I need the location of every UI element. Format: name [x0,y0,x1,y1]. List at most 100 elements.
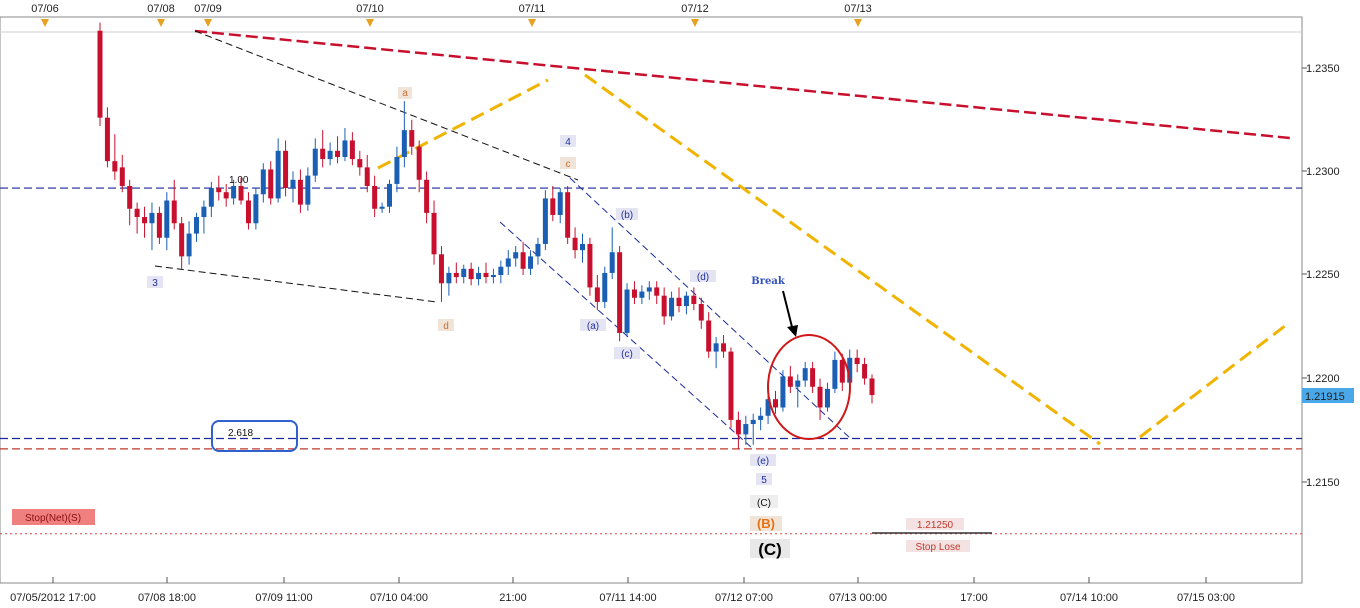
date-marker-icon [691,19,699,27]
stop-price-label: 1.21250 [917,520,954,531]
candle [253,188,259,230]
candle [335,136,341,164]
candle-body [186,233,192,257]
candle-body [594,287,600,302]
y-tick-label: 1.2350 [1306,63,1340,75]
candle [528,250,534,275]
yellow-projection-up [1139,320,1291,439]
candle-body [520,252,526,269]
candle [134,202,140,234]
candle-body [142,217,148,224]
candle [461,264,467,284]
candle-body [639,291,645,298]
candle-body [513,252,519,259]
candle-body [824,388,830,408]
candle [379,202,385,213]
candle-body [297,179,303,205]
candle [201,200,207,234]
candle-body [839,359,845,383]
candle-body [721,343,727,352]
top-date-2: 07/09 [194,3,222,15]
wave-pe-bg [750,454,776,466]
candle [127,179,133,226]
wave-c-big-bg [750,539,790,558]
candle-body [134,208,140,218]
candle-body [156,212,162,238]
candle [453,262,459,284]
candle [609,227,615,280]
candle-body [119,167,125,186]
candle [164,192,170,251]
candle [320,130,326,168]
candle-body [698,303,704,321]
candle [854,349,860,373]
stop-net-label: Stop(Net)(S) [25,513,81,524]
candle [416,140,422,193]
candle [869,374,875,404]
candle-body [706,320,712,352]
candle [431,200,437,265]
candle [327,142,333,166]
candle-body [320,148,326,160]
candle-body [424,179,430,213]
x-tick-label: 07/15 03:00 [1177,592,1235,604]
candle-body [127,185,133,209]
candle-body [179,223,185,257]
candle-body [283,150,289,189]
current-price-label: 1.21915 [1305,391,1345,403]
candle-body [661,295,667,317]
wave-pd-bg [690,270,716,282]
candle-body [364,167,370,186]
x-tick-label: 07/08 18:00 [138,592,196,604]
x-tick-label: 21:00 [499,592,527,604]
x-axis: 07/05/2012 17:00 07/08 18:00 07/09 11:00… [10,577,1235,604]
candle-body [550,198,556,215]
candle [231,179,237,205]
candle [104,107,110,168]
candle-body [171,200,177,224]
candle-body [268,169,274,199]
wave-c-small-bg [560,157,576,169]
candle [594,275,600,311]
candle [476,266,482,286]
candle-body [416,146,422,180]
candle [394,146,400,193]
candle-body [104,117,110,162]
candle-body [580,243,585,251]
candle-body [275,150,281,199]
candle-body [394,157,400,184]
candle-body [164,200,170,238]
candle [810,361,816,393]
wave-pe-label: (e) [757,456,769,467]
candle [713,337,719,369]
break-label: Break [751,276,786,287]
candle [617,246,623,342]
candle-body [231,185,237,199]
candle [639,285,645,304]
candle [387,179,392,213]
candle [505,250,511,275]
wave-pb-label: (b) [621,210,633,221]
wave-pd-label: (d) [697,272,709,283]
top-date-0: 07/06 [31,3,59,15]
candle-body [624,289,630,333]
candlesticks [97,22,875,449]
wave-c-small-label: c [566,159,571,170]
candle [669,291,675,321]
candle-body [357,159,363,168]
stop-lose-bg [906,540,970,552]
candle [565,185,571,244]
candle [268,161,274,205]
candle [208,181,214,218]
y-axis: 1.2350 1.2300 1.2250 1.2200 1.2150 [1302,63,1340,489]
date-marker-icon [157,19,165,27]
candle [631,281,637,304]
candle [683,291,689,315]
x-tick-label: 07/05/2012 17:00 [10,592,96,604]
candle [824,382,830,412]
x-tick-label: 07/12 07:00 [715,592,773,604]
breakout-circle [767,334,851,440]
candle [557,188,563,224]
candle [349,132,355,166]
